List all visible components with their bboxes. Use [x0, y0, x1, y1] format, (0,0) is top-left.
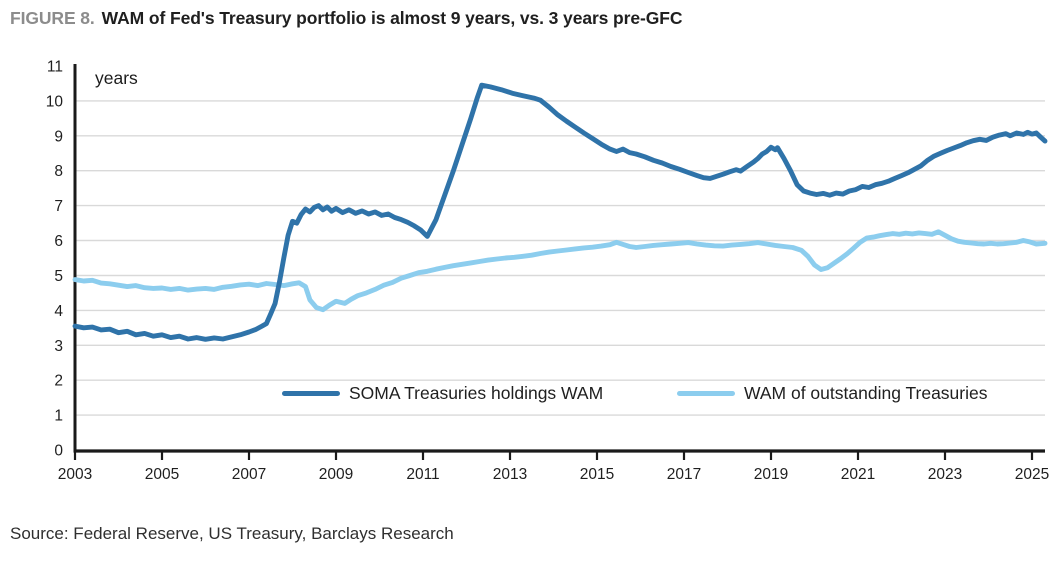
series-line-soma — [72, 82, 1048, 342]
y-tick-label: 1 — [54, 408, 63, 425]
soma-line-swatch-icon — [282, 391, 340, 396]
x-tick-label: 2005 — [145, 466, 179, 483]
legend-item-soma: SOMA Treasuries holdings WAM — [282, 383, 603, 404]
figure-title: FIGURE 8. WAM of Fed's Treasury portfolio… — [10, 8, 682, 29]
outstanding-line-swatch-icon — [677, 391, 735, 396]
x-tick-label: 2021 — [841, 466, 875, 483]
x-tick-label: 2009 — [319, 466, 353, 483]
x-tick-label: 2013 — [493, 466, 527, 483]
figure-label: FIGURE 8. — [10, 8, 95, 28]
y-tick-label: 4 — [54, 303, 63, 320]
y-tick-label: 7 — [54, 198, 63, 215]
x-tick-label: 2019 — [754, 466, 788, 483]
y-tick-label: 0 — [54, 443, 63, 460]
x-tick-label: 2025 — [1015, 466, 1049, 483]
y-tick-label: 9 — [54, 128, 63, 145]
x-tick-label: 2017 — [667, 466, 701, 483]
x-tick-label: 2003 — [58, 466, 92, 483]
legend-item-outstanding: WAM of outstanding Treasuries — [677, 383, 988, 404]
y-tick-label: 10 — [46, 93, 64, 110]
y-tick-label: 11 — [47, 59, 63, 76]
legend-label-outstanding: WAM of outstanding Treasuries — [744, 383, 988, 403]
figure-heading: WAM of Fed's Treasury portfolio is almos… — [101, 8, 683, 28]
x-tick-label: 2007 — [232, 466, 266, 483]
x-tick-label: 2015 — [580, 466, 614, 483]
x-tick-label: 2023 — [928, 466, 962, 483]
y-axis-unit-label: years — [95, 68, 138, 88]
y-tick-label: 8 — [54, 163, 63, 180]
y-tick-label: 6 — [54, 233, 63, 250]
source-note: Source: Federal Reserve, US Treasury, Ba… — [10, 524, 454, 543]
x-tick-label: 2011 — [406, 466, 439, 483]
y-tick-label: 2 — [54, 373, 63, 390]
legend-label-soma: SOMA Treasuries holdings WAM — [349, 383, 604, 403]
y-tick-label: 3 — [54, 338, 63, 355]
y-tick-label: 5 — [54, 268, 63, 285]
series-line-outstanding — [72, 229, 1048, 313]
